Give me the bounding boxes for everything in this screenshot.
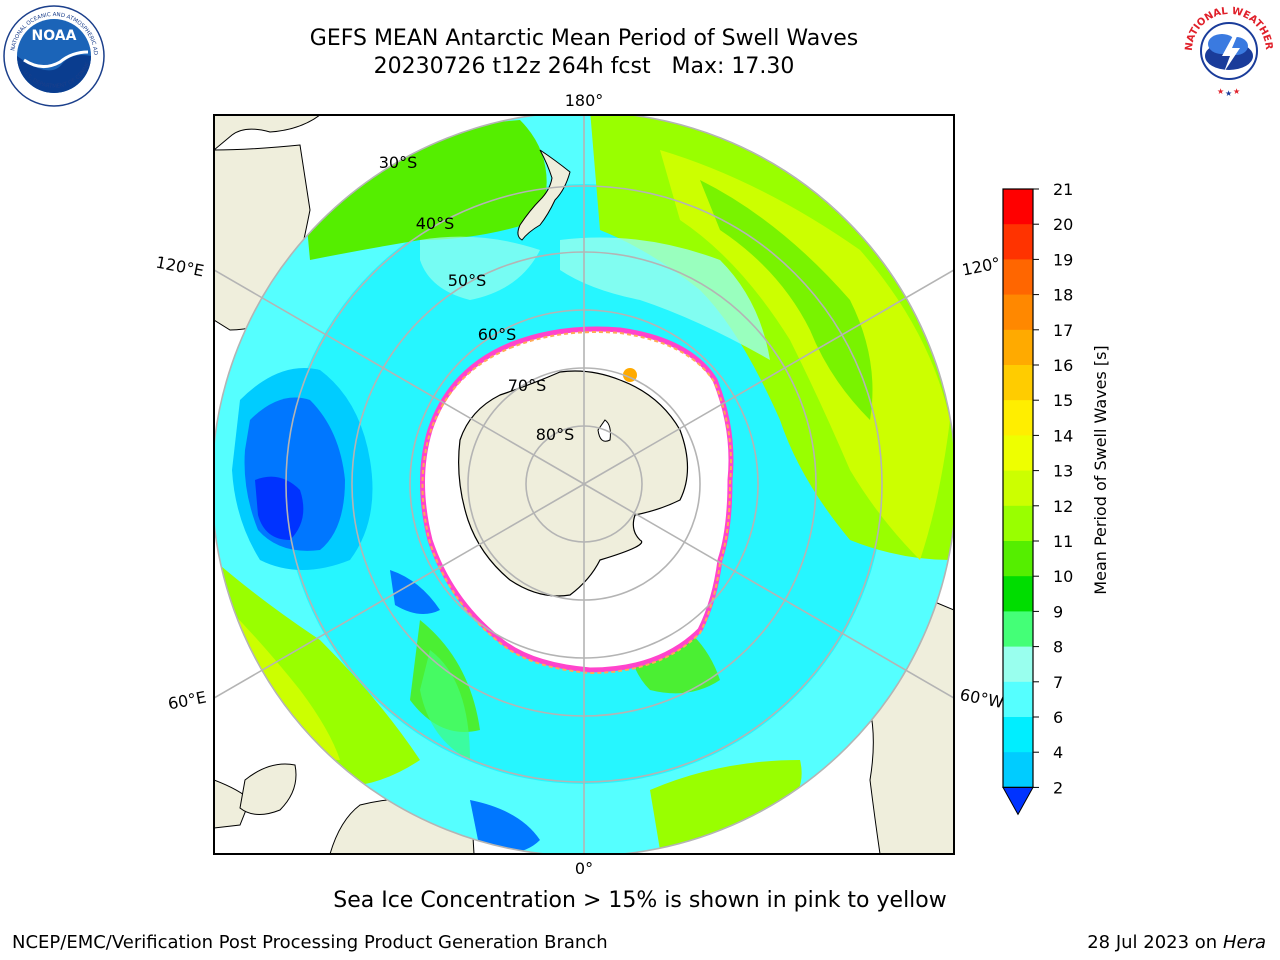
colorbar-band: [1003, 752, 1033, 788]
new-zealand: [517, 149, 571, 241]
lat-label-50s: 50°S: [448, 271, 487, 290]
colorbar-band: [1003, 541, 1033, 577]
noaa-logo-text: NOAA: [32, 28, 77, 44]
sea-ice-note: Sea Ice Concentration > 15% is shown in …: [333, 888, 947, 913]
colorbar-tick-label: 16: [1053, 356, 1073, 375]
colorbar-band: [1003, 717, 1033, 753]
colorbar-band: [1003, 365, 1033, 401]
colorbar-tick-label: 4: [1053, 743, 1063, 762]
svg-text:★: ★: [1225, 89, 1232, 98]
antarctica: [458, 370, 689, 597]
lon-label-bottom: 0°: [575, 859, 593, 878]
svg-text:★: ★: [1217, 87, 1224, 96]
colorbar-tick-label: 6: [1053, 708, 1063, 727]
colorbar-tick-label: 21: [1053, 180, 1073, 199]
colorbar-tick-label: 18: [1053, 286, 1073, 305]
lat-label-80s: 80°S: [536, 425, 575, 444]
colorbar-band: [1003, 400, 1033, 436]
colorbar-tick-label: 20: [1053, 215, 1073, 234]
colorbar-band: [1003, 189, 1033, 225]
colorbar-band: [1003, 224, 1033, 260]
colorbar-tick-label: 2: [1053, 778, 1063, 797]
colorbar-tick-label: 12: [1053, 497, 1073, 516]
colorbar-band: [1003, 259, 1033, 296]
nws-logo: NATIONAL WEATHER SERVICE ★ ★ ★: [1178, 0, 1278, 100]
colorbar-ticks: 21 20 19 18 17 16 15 14 13 12 11 10 9 8 7 6 4 2: [1033, 180, 1073, 797]
colorbar-band: [1003, 294, 1033, 331]
colorbar-band: [1003, 470, 1033, 507]
footer-date: 28 Jul 2023 on Hera: [1087, 932, 1266, 953]
colorbar-frame: [1002, 188, 1034, 789]
colorbar-tick-label: 13: [1053, 462, 1073, 481]
lon-label-top: 180°: [565, 91, 604, 110]
colorbar-tick-label: 10: [1053, 567, 1073, 586]
colorbar-label: Mean Period of Swell Waves [s]: [1091, 345, 1110, 594]
colorbar-extend-triangle: [1002, 786, 1034, 816]
chart-title: GEFS MEAN Antarctic Mean Period of Swell…: [309, 26, 859, 51]
colorbar-tick-label: 14: [1053, 426, 1073, 445]
colorbar-band: [1003, 681, 1033, 718]
graticule: [214, 115, 954, 854]
colorbar-tick-label: 11: [1053, 532, 1073, 551]
colorbar-band: [1003, 611, 1033, 648]
colorbar-tick-label: 19: [1053, 250, 1073, 269]
footer-date-text: 28 Jul 2023 on: [1087, 932, 1223, 953]
colorbar-tick-label: 8: [1053, 638, 1063, 657]
lat-label-60s: 60°S: [478, 325, 517, 344]
colorbar-tick-label: 17: [1053, 321, 1073, 340]
colorbar-band: [1003, 646, 1033, 683]
svg-text:★: ★: [1233, 87, 1240, 96]
map-frame: [213, 114, 955, 855]
colorbar-segments: [1002, 188, 1034, 816]
colorbar-band: [1003, 505, 1033, 542]
colorbar-tick-label: 9: [1053, 602, 1063, 621]
noaa-logo: NOAA NATIONAL OCEANIC AND ATMOSPHERIC AD…: [2, 2, 105, 107]
colorbar-band: [1003, 329, 1033, 366]
chart-subtitle: 20230726 t12z 264h fcst Max: 17.30: [373, 54, 795, 79]
colorbar-tick-label: 7: [1053, 673, 1063, 692]
colorbar-band: [1003, 435, 1033, 472]
colorbar-tick-label: 15: [1053, 391, 1073, 410]
lat-label-30s: 30°S: [379, 153, 418, 172]
colorbar-band: [1003, 576, 1033, 612]
lat-label-40s: 40°S: [416, 214, 455, 233]
lat-label-70s: 70°S: [508, 376, 547, 395]
footer-credit: NCEP/EMC/Verification Post Processing Pr…: [12, 932, 608, 953]
footer-host: Hera: [1222, 932, 1266, 953]
